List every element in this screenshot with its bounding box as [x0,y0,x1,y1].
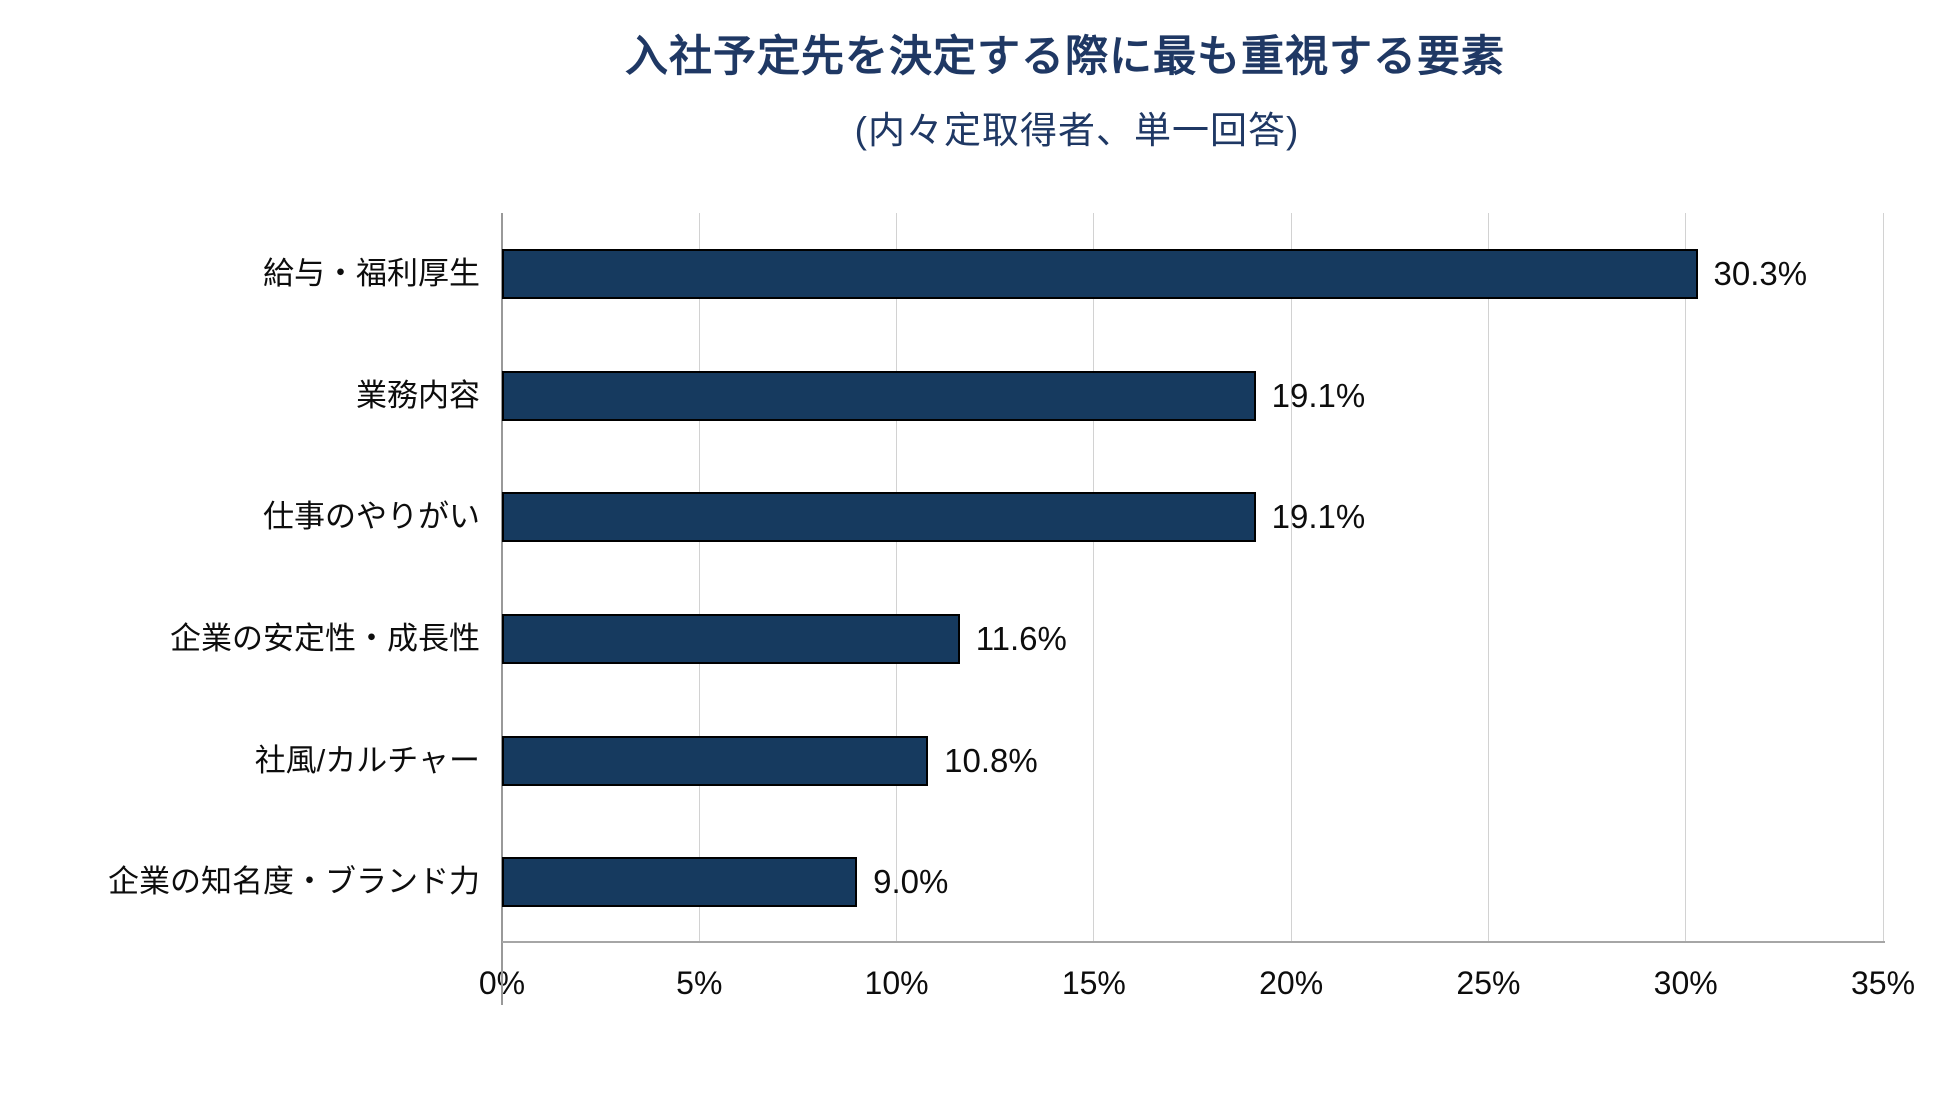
chart-subtitle: (内々定取得者、単一回答) [854,110,1300,151]
bar [502,735,929,786]
value-label: 19.1% [1271,376,1366,414]
gridline [896,213,898,943]
bar [502,248,1698,299]
value-label: 19.1% [1271,498,1366,536]
value-label: 10.8% [944,741,1038,779]
x-axis-line [502,941,1885,943]
value-label: 30.3% [1713,254,1808,292]
value-label: 9.0% [873,863,949,901]
x-tick-label: 30% [1653,965,1718,1001]
x-tick-label: 35% [1850,965,1916,1001]
bar [502,370,1256,421]
value-label: 11.6% [975,619,1067,657]
x-tick-label: 5% [676,965,723,1001]
category-label: 社風/カルチャー [254,742,480,778]
gridline [1487,213,1489,943]
bar [502,613,960,664]
category-label: 企業の安定性・成長性 [170,620,480,656]
category-label: 企業の知名度・ブランド力 [108,864,480,900]
chart-title: 入社予定先を決定する際に最も重視する要素 [625,33,1505,81]
bar [502,492,1256,543]
gridline [1685,213,1687,943]
category-label: 業務内容 [356,377,480,413]
gridline [1093,213,1095,943]
x-tick-label: 25% [1456,965,1521,1001]
gridline [1882,213,1884,943]
x-tick-label: 10% [864,965,929,1001]
bar [502,857,858,908]
x-tick-label: 20% [1259,965,1324,1001]
y-axis-line [501,213,503,1005]
x-tick-label: 15% [1061,965,1126,1001]
gridline [1290,213,1292,943]
category-label: 仕事のやりがい [263,499,480,535]
gridline [698,213,700,943]
category-label: 給与・福利厚生 [263,255,480,291]
